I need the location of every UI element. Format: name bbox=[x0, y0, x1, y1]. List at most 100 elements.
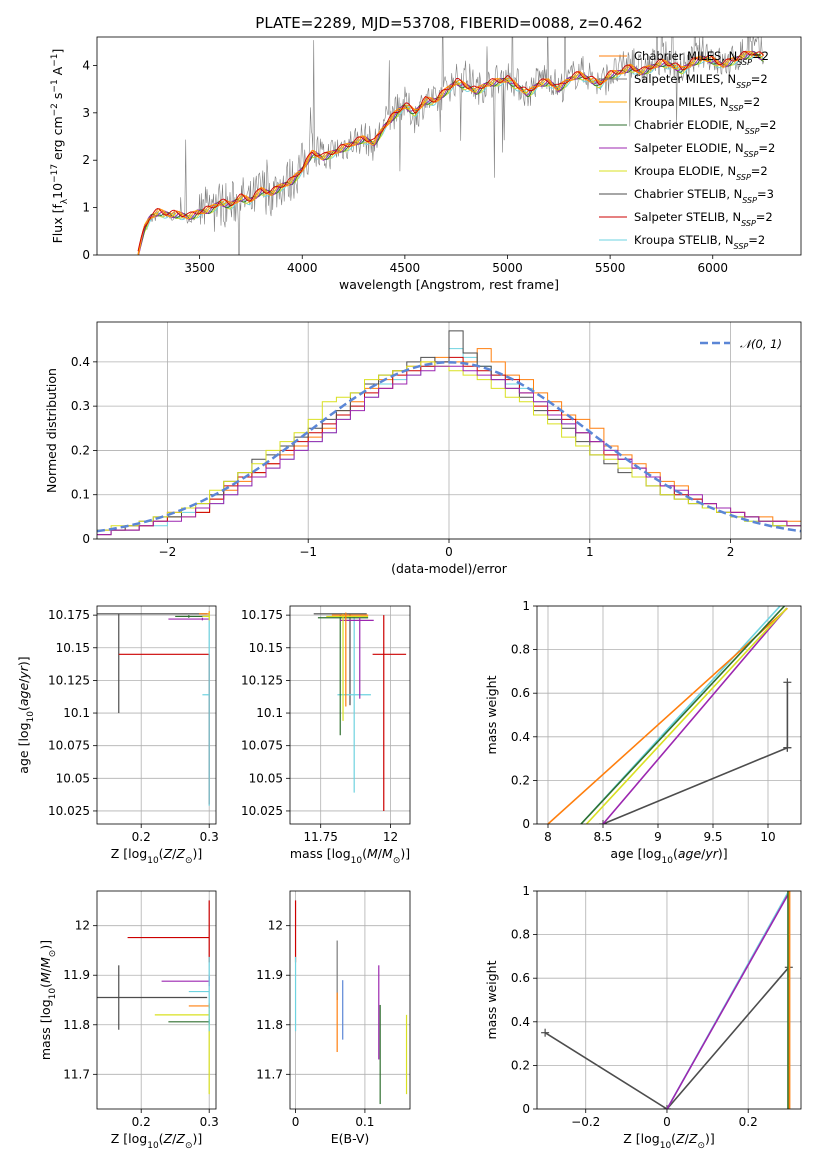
x-axis-label: wavelength [Angstrom, rest frame] bbox=[339, 277, 559, 292]
y-tick-label: 10.05 bbox=[56, 771, 90, 785]
model-curve-kroupa-stelib bbox=[137, 54, 764, 255]
x-tick-label: 10 bbox=[760, 830, 775, 844]
x-tick-label: −0.2 bbox=[571, 1115, 600, 1129]
x-tick-label: 0.2 bbox=[132, 1115, 151, 1129]
y-tick-label: 11.8 bbox=[63, 1018, 90, 1032]
weight-line bbox=[602, 607, 788, 824]
y-tick-label: 0 bbox=[82, 532, 90, 546]
x-tick-label: 6000 bbox=[697, 261, 728, 275]
y-tick-label: 10.1 bbox=[63, 706, 90, 720]
y-axis-label: Flux [fλ10−17 erg cm−2 s−1 A−1] bbox=[50, 49, 70, 244]
axes-frame bbox=[96, 36, 802, 256]
x-axis-label: E(B-V) bbox=[331, 1131, 370, 1146]
x-tick-label: 0.1 bbox=[355, 1115, 374, 1129]
y-tick-label: 0.6 bbox=[511, 686, 530, 700]
y-tick-label: 10.15 bbox=[56, 641, 90, 655]
y-tick-label: 10.175 bbox=[48, 608, 90, 622]
axes-frame bbox=[536, 890, 802, 1110]
legend-label: 𝒩(0, 1) bbox=[740, 337, 782, 351]
x-tick-label: 0.3 bbox=[200, 830, 219, 844]
axes-frame bbox=[289, 890, 411, 1110]
y-tick-label: 0.2 bbox=[511, 1058, 530, 1072]
y-tick-label: 4 bbox=[82, 58, 90, 72]
x-tick-label: 1 bbox=[586, 545, 594, 559]
x-tick-label: 0 bbox=[663, 1115, 671, 1129]
y-tick-label: 11.8 bbox=[256, 1018, 283, 1032]
model-curve-salpeter-elodie bbox=[138, 50, 764, 255]
legend-label: Salpeter MILES, NSSP=2 bbox=[634, 72, 768, 90]
legend-label: Chabrier STELIB, NSSP=3 bbox=[634, 187, 774, 205]
y-tick-label: 0.8 bbox=[511, 928, 530, 942]
y-tick-label: 10.15 bbox=[249, 641, 283, 655]
x-tick-label: 0.2 bbox=[132, 830, 151, 844]
legend-label: Chabrier ELODIE, NSSP=2 bbox=[634, 118, 776, 136]
legend-label: Chabrier MILES, NSSP=2 bbox=[634, 49, 769, 67]
y-tick-label: 1 bbox=[82, 201, 90, 215]
plot-massweight_vs_Z bbox=[541, 891, 793, 1109]
x-tick-label: 2 bbox=[727, 545, 735, 559]
model-curve-salpeter-stelib bbox=[137, 50, 764, 252]
y-tick-label: 0.2 bbox=[71, 443, 90, 457]
y-axis-label: mass weight bbox=[484, 675, 499, 754]
y-tick-label: 10.05 bbox=[249, 771, 283, 785]
weight-line bbox=[666, 892, 790, 1109]
axes-frame bbox=[536, 605, 802, 825]
y-tick-label: 0.6 bbox=[511, 971, 530, 985]
plot-spectrum bbox=[137, 37, 764, 255]
panel-mass_vs_EBV: 0 0.1 11.7 11.8 11.9 12 E(B-V) bbox=[256, 890, 411, 1146]
legend-label: Kroupa STELIB, NSSP=2 bbox=[634, 233, 765, 251]
panel-massweight_vs_age: 8 8.5 9 9.5 10 0 0.2 0.4 0.6 0.8 1 age [log10(age/y… bbox=[484, 599, 802, 866]
x-tick-label: 4500 bbox=[390, 261, 421, 275]
weight-line bbox=[580, 606, 786, 824]
legend-label: Kroupa MILES, NSSP=2 bbox=[634, 95, 760, 113]
panel-mass_vs_Z: 0.2 0.3 11.7 11.8 11.9 12 Z [log10(Z/Z⊙)] mass … bbox=[38, 890, 219, 1151]
x-axis-label: mass [log10(M/M⊙)] bbox=[290, 846, 410, 866]
weight-line bbox=[544, 966, 790, 1109]
y-tick-label: 0.1 bbox=[71, 488, 90, 502]
y-tick-label: 0.2 bbox=[511, 773, 530, 787]
y-tick-label: 10.175 bbox=[241, 608, 283, 622]
y-tick-label: 11.7 bbox=[256, 1067, 283, 1081]
y-tick-label: 10.075 bbox=[241, 739, 283, 753]
panel-spectrum: 3500 4000 4500 5000 5500 6000 0 1 2 3 4 wavelength … bbox=[50, 36, 802, 292]
x-tick-label: 9 bbox=[654, 830, 662, 844]
plot-age_vs_mass bbox=[313, 612, 407, 811]
y-tick-label: 11.7 bbox=[63, 1067, 90, 1081]
y-tick-label: 3 bbox=[82, 106, 90, 120]
y-tick-label: 10.025 bbox=[48, 804, 90, 818]
plot-massweight_vs_age bbox=[547, 606, 792, 824]
y-tick-label: 12 bbox=[268, 919, 283, 933]
weight-line bbox=[602, 746, 788, 824]
axes-frame bbox=[96, 605, 217, 825]
x-tick-label: 9.5 bbox=[703, 830, 722, 844]
x-axis-label: age [log10(age/yr)] bbox=[610, 846, 727, 866]
y-tick-label: 10.125 bbox=[241, 673, 283, 687]
x-tick-label: 0 bbox=[292, 1115, 300, 1129]
panel-massweight_vs_Z: −0.2 0 0.2 0 0.2 0.4 0.6 0.8 1 Z [log10(Z/Z⊙)] mas… bbox=[484, 884, 802, 1151]
y-tick-label: 0.3 bbox=[71, 399, 90, 413]
plot-mass_vs_Z bbox=[97, 900, 210, 1095]
x-tick-label: 8 bbox=[544, 830, 552, 844]
y-axis-label: Normed distribution bbox=[44, 368, 59, 493]
y-axis-label: age [log10(age/yr)] bbox=[16, 656, 36, 773]
x-tick-label: −1 bbox=[299, 545, 317, 559]
x-tick-label: 8.5 bbox=[593, 830, 612, 844]
x-tick-label: 5000 bbox=[492, 261, 523, 275]
legend-label: Salpeter ELODIE, NSSP=2 bbox=[634, 141, 775, 159]
plot-mass_vs_EBV bbox=[294, 900, 408, 1105]
x-tick-label: 12 bbox=[383, 830, 398, 844]
y-axis-label: mass weight bbox=[484, 960, 499, 1039]
legend-label: Salpeter STELIB, NSSP=2 bbox=[634, 210, 773, 228]
panel-residuals: −2 −1 0 1 2 0 0.1 0.2 0.3 0.4 (data-model)/error No… bbox=[44, 321, 802, 576]
y-axis-label: mass [log10(M/M⊙)] bbox=[38, 940, 58, 1060]
panel-age_vs_Z: 0.2 0.3 10.025 10.05 10.075 10.1 10.125 10.15 10… bbox=[16, 605, 219, 866]
weight-line bbox=[547, 607, 788, 824]
y-tick-label: 0 bbox=[522, 1102, 530, 1116]
grid-mass_vs_EBV bbox=[290, 891, 410, 1109]
x-tick-label: 0.3 bbox=[200, 1115, 219, 1129]
x-axis-label: Z [log10(Z/Z⊙)] bbox=[111, 1131, 203, 1151]
weight-line bbox=[585, 607, 788, 824]
x-tick-label: −2 bbox=[159, 545, 177, 559]
plot-age_vs_Z bbox=[97, 611, 210, 806]
